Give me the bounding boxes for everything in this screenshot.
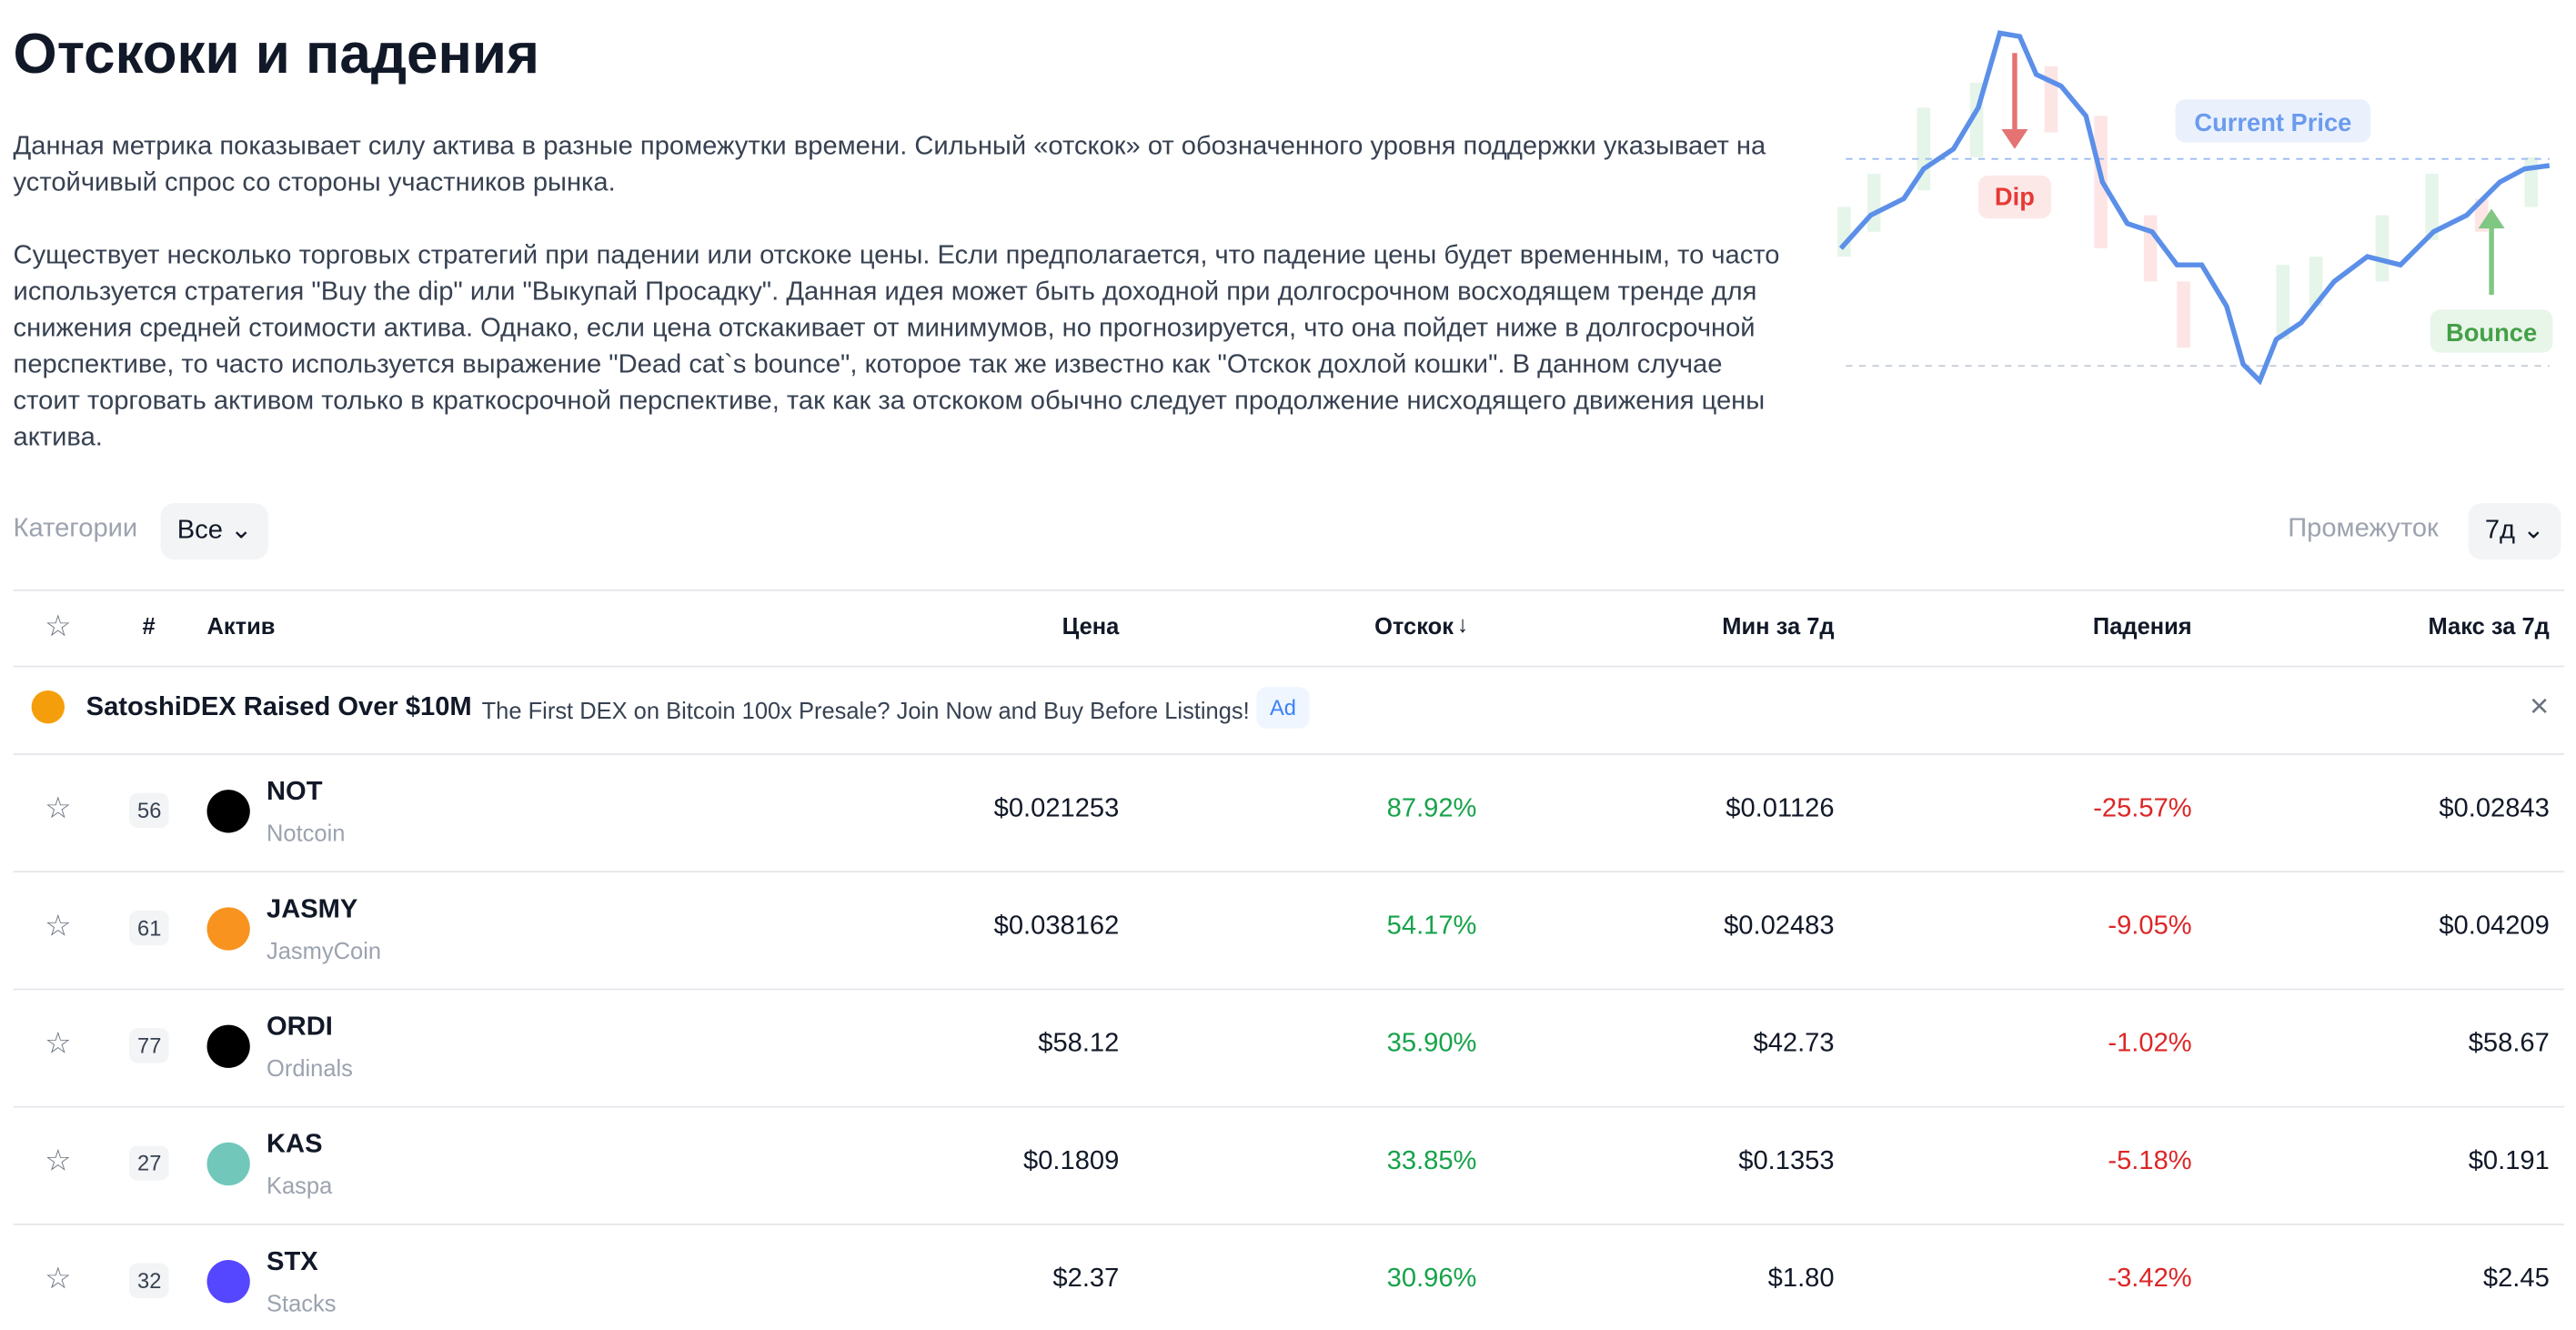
coin-icon	[206, 1142, 250, 1186]
header-asset: Актив	[206, 612, 276, 640]
coin-symbol[interactable]: JASMY	[267, 895, 358, 924]
sort-arrow: ↓	[1456, 610, 1469, 638]
coin-icon	[206, 1260, 250, 1304]
max-price: $58.67	[2468, 1030, 2550, 1058]
header-drop[interactable]: Падения	[2092, 612, 2192, 640]
header-rank: #	[142, 612, 156, 640]
min-price: $0.02483	[1724, 912, 1835, 941]
page-title: Отскоки и падения	[13, 23, 540, 86]
drop: -3.42%	[2108, 1265, 2192, 1294]
illustration: Dip Current Price Bounce	[1837, 30, 2553, 386]
ad-title[interactable]: SatoshiDEX Raised Over $10M	[86, 693, 472, 722]
price: $0.1809	[1023, 1147, 1120, 1176]
rank: 32	[128, 1263, 170, 1298]
coin-icon	[206, 790, 250, 833]
bounce: 35.90%	[1386, 1030, 1477, 1058]
category-dropdown[interactable]: Все ⌄	[160, 503, 269, 560]
bounce-label: Bounce	[2446, 318, 2537, 347]
rank: 77	[128, 1028, 170, 1063]
coin-name: Notcoin	[267, 819, 346, 847]
favorite-star[interactable]: ☆	[45, 1144, 72, 1178]
min-price: $0.01126	[1726, 794, 1835, 823]
header-price[interactable]: Цена	[1062, 612, 1120, 640]
coin-symbol[interactable]: KAS	[267, 1131, 323, 1159]
favorite-star[interactable]: ☆	[45, 1261, 72, 1295]
rank: 61	[128, 911, 170, 946]
favorite-header[interactable]: ☆	[45, 609, 72, 643]
price: $0.021253	[993, 794, 1120, 823]
bounce: 33.85%	[1386, 1147, 1477, 1176]
description: Данная метрика показывает силу актива в …	[13, 132, 1766, 197]
max-price: $2.45	[2482, 1265, 2550, 1294]
category-value: Все	[176, 516, 223, 545]
drop: -5.18%	[2108, 1147, 2192, 1176]
favorite-star[interactable]: ☆	[45, 1026, 72, 1060]
current-price-label: Current Price	[2194, 108, 2351, 136]
max-price: $0.191	[2468, 1147, 2550, 1176]
header-min[interactable]: Мин за 7д	[1722, 612, 1835, 640]
coin-symbol[interactable]: STX	[267, 1248, 318, 1277]
divider	[13, 665, 2565, 668]
divider	[13, 1105, 2565, 1108]
coin-icon	[206, 907, 250, 951]
period-dropdown[interactable]: 7д ⌄	[2468, 503, 2561, 560]
rank: 56	[128, 792, 170, 828]
bounce: 30.96%	[1386, 1265, 1477, 1294]
favorite-star[interactable]: ☆	[45, 909, 72, 942]
bounce: 54.17%	[1386, 912, 1477, 941]
coin-name: Stacks	[267, 1289, 337, 1316]
header-bounce[interactable]: Отскок	[1374, 612, 1454, 640]
period-value: 7д	[2484, 516, 2516, 545]
divider	[13, 871, 2565, 873]
drop: -1.02%	[2108, 1030, 2192, 1058]
category-label: Категории	[13, 515, 138, 543]
max-price: $0.02843	[2439, 794, 2550, 823]
coin-symbol[interactable]: NOT	[267, 778, 323, 807]
description: Существует несколько торговых стратегий …	[13, 241, 1780, 452]
drop: -25.57%	[2093, 794, 2192, 823]
price: $58.12	[1038, 1030, 1120, 1058]
price: $0.038162	[993, 912, 1120, 941]
price: $2.37	[1052, 1265, 1120, 1294]
ad-close[interactable]: ×	[2529, 689, 2550, 726]
drop: -9.05%	[2108, 912, 2192, 941]
min-price: $1.80	[1767, 1265, 1835, 1294]
bounce: 87.92%	[1386, 794, 1477, 823]
coin-name: JasmyCoin	[267, 937, 382, 964]
divider	[13, 988, 2565, 991]
header-max[interactable]: Макс за 7д	[2428, 612, 2550, 640]
min-price: $0.1353	[1738, 1147, 1835, 1176]
coin-symbol[interactable]: ORDI	[267, 1013, 333, 1042]
coin-name: Kaspa	[267, 1172, 333, 1199]
favorite-star[interactable]: ☆	[45, 791, 72, 825]
coin-icon	[206, 1024, 250, 1068]
coin-name: Ordinals	[267, 1054, 353, 1082]
max-price: $0.04209	[2439, 912, 2550, 941]
divider	[13, 589, 2565, 591]
rank: 27	[128, 1145, 170, 1181]
min-price: $42.73	[1753, 1030, 1835, 1058]
divider	[13, 753, 2565, 755]
ad-icon	[31, 690, 65, 724]
ad-badge: Ad	[1256, 687, 1310, 729]
divider	[13, 1223, 2565, 1225]
period-label: Промежуток	[2288, 515, 2439, 543]
dip-label: Dip	[1995, 183, 2035, 211]
ad-text[interactable]: The First DEX on Bitcoin 100x Presale? J…	[481, 697, 1250, 724]
